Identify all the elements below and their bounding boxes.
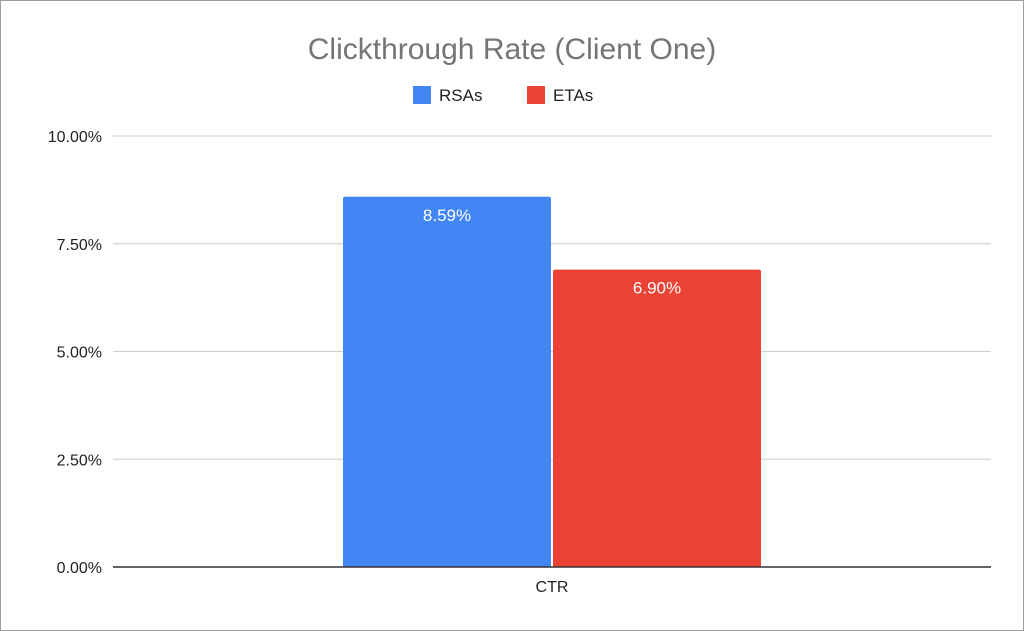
y-tick-label: 0.00% (57, 560, 102, 577)
legend-label-rsas: RSAs (439, 86, 482, 105)
y-tick-label: 7.50% (57, 237, 102, 254)
x-axis: CTR (113, 566, 991, 596)
legend-label-etas: ETAs (553, 86, 593, 105)
y-tick-label: 10.00% (48, 129, 102, 146)
legend: RSAs ETAs (413, 86, 593, 105)
data-label-etas: 6.90% (633, 279, 681, 298)
chart-title: Clickthrough Rate (Client One) (308, 33, 717, 66)
y-tick-label: 2.50% (57, 452, 102, 469)
legend-swatch-rsas (413, 86, 431, 104)
y-tick-label: 5.00% (57, 345, 102, 362)
bar-rsas (343, 196, 551, 567)
legend-swatch-etas (527, 86, 545, 104)
bars: 8.59% 6.90% (343, 196, 761, 567)
gridlines (113, 135, 991, 460)
data-label-rsas: 8.59% (423, 206, 471, 225)
y-axis: 0.00% 2.50% 5.00% 7.50% 10.00% (48, 129, 102, 577)
x-category-label: CTR (536, 579, 569, 596)
bar-etas (553, 269, 761, 567)
